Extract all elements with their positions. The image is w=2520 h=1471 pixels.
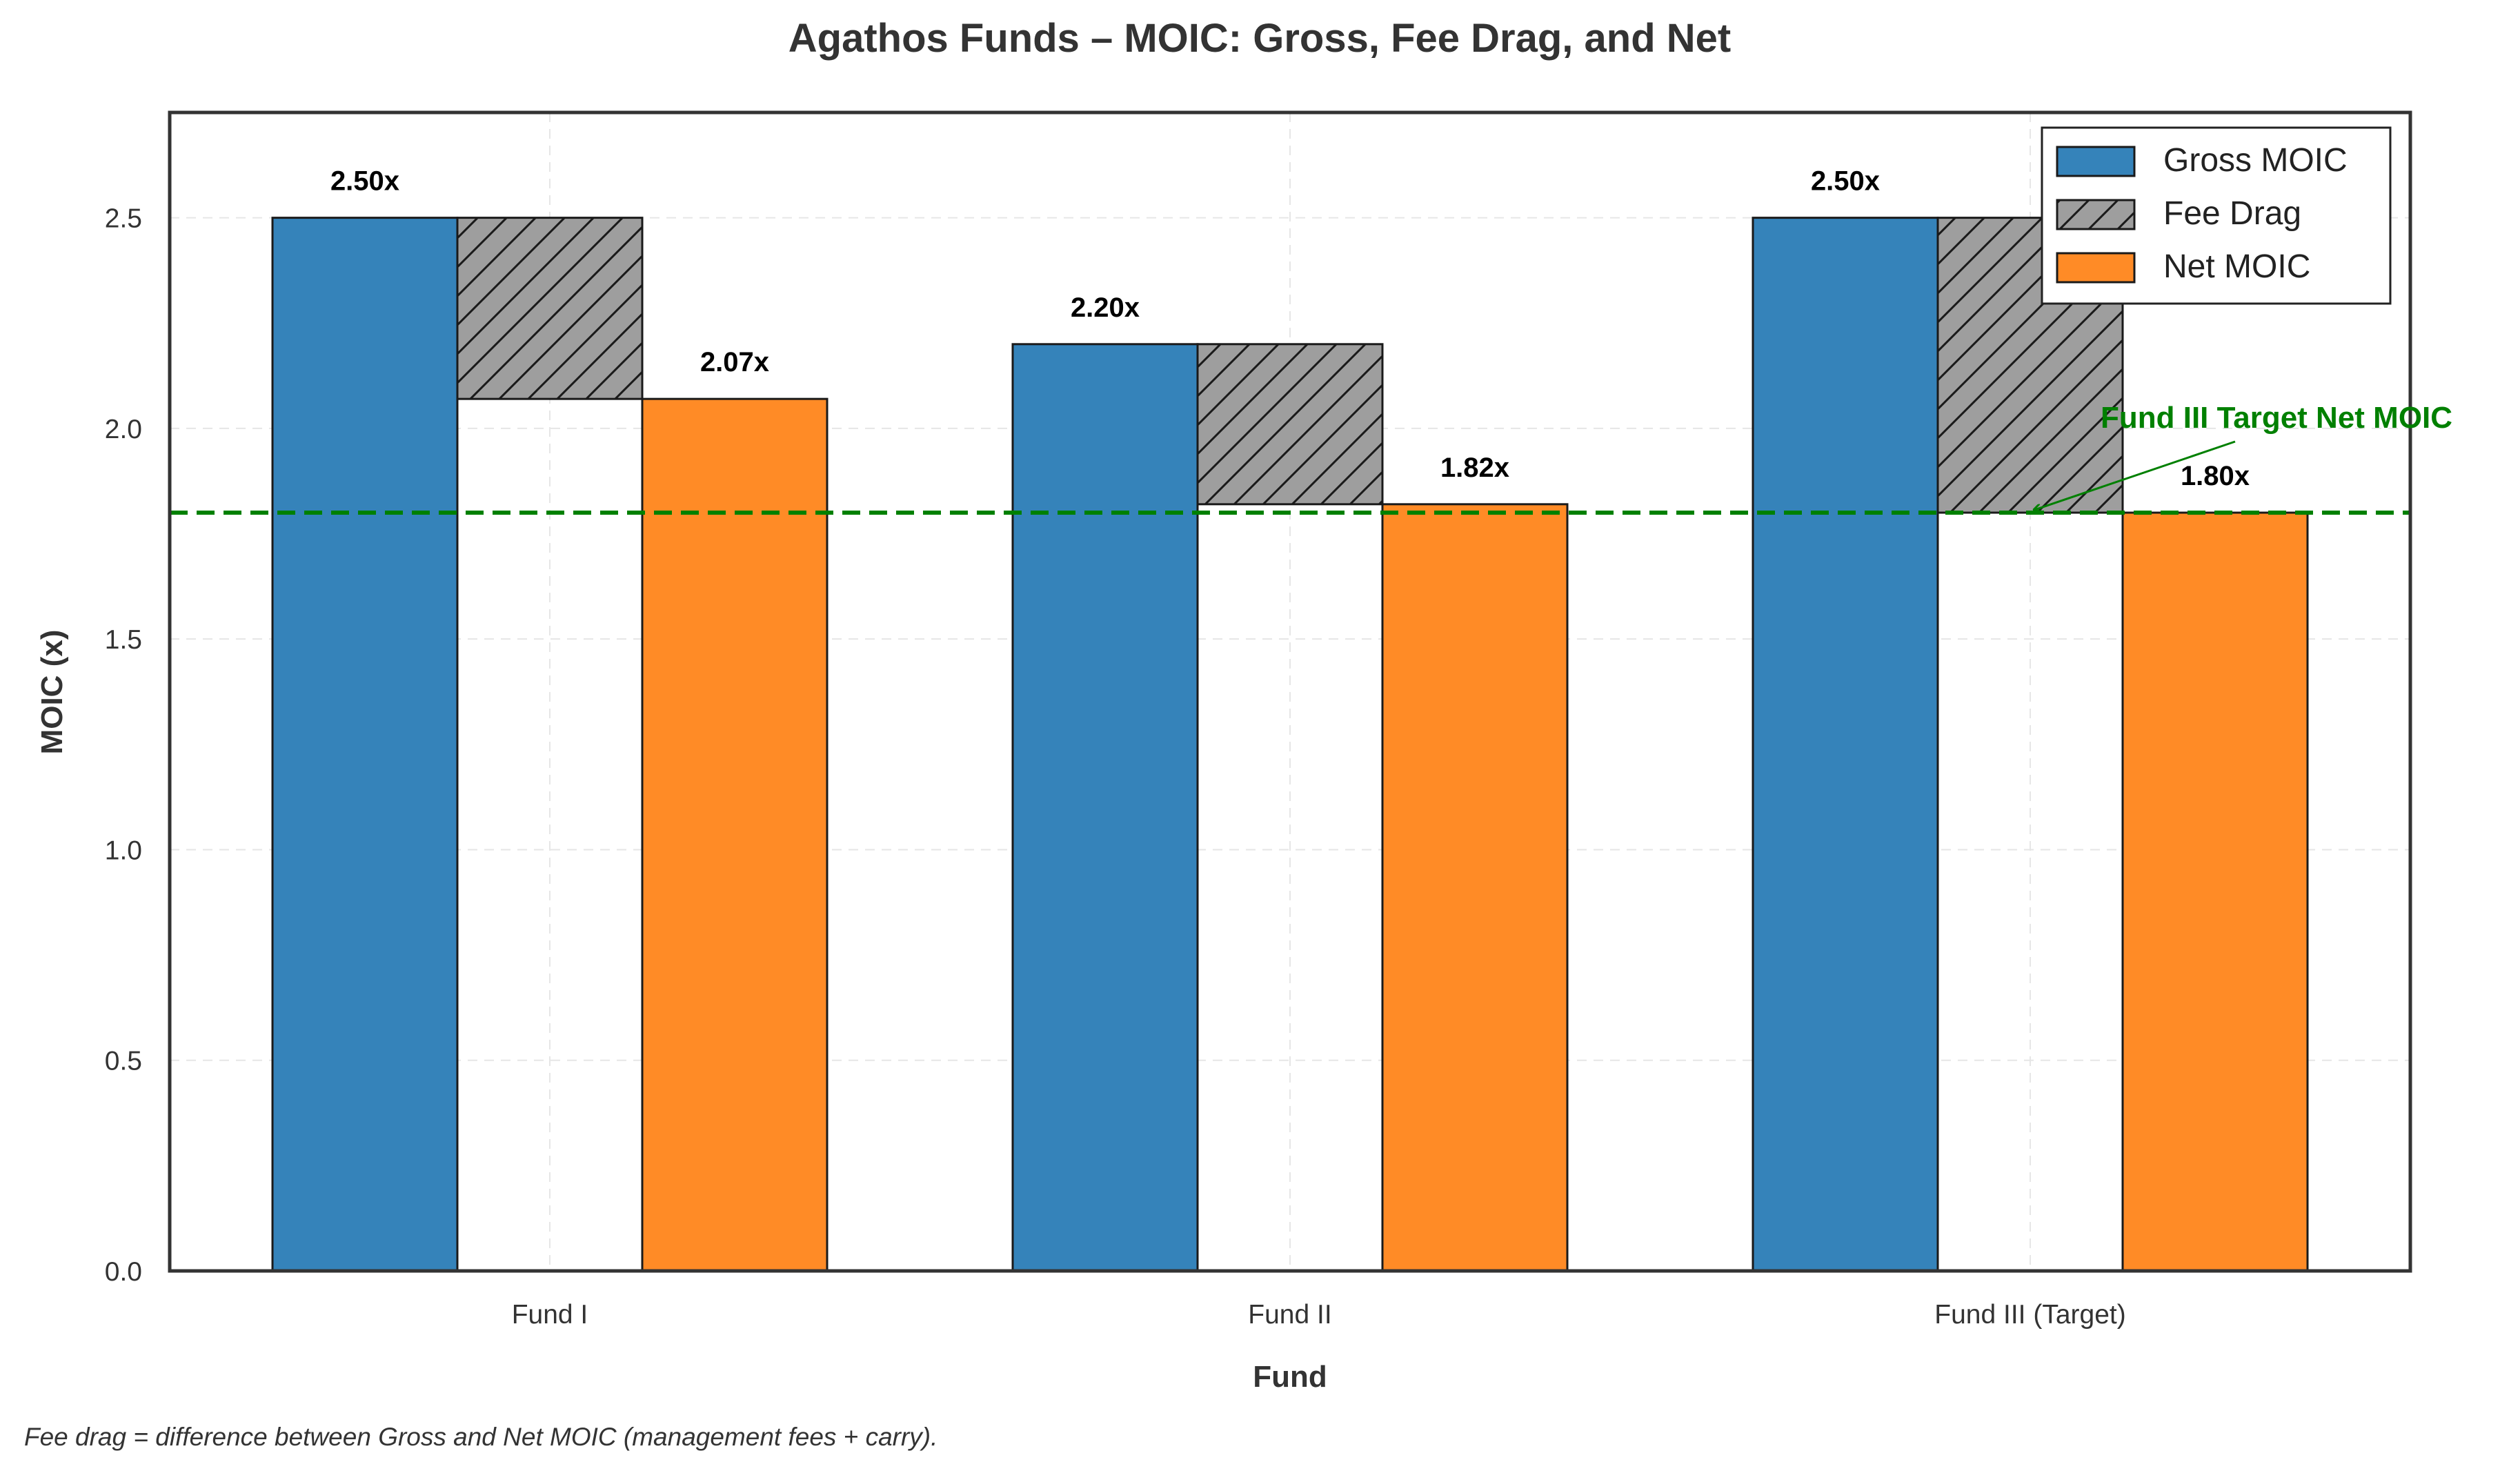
gross-value-label: 2.50x xyxy=(1811,166,1880,197)
y-tick-label: 0.0 xyxy=(105,1257,142,1287)
net-moic-bar xyxy=(2121,511,2309,1272)
fee-drag-bar xyxy=(456,217,644,400)
y-tick-label: 2.5 xyxy=(105,204,142,234)
legend-label-net: Net MOIC xyxy=(2163,248,2310,285)
x-tick-label: Fund I xyxy=(512,1300,588,1330)
gross-moic-bar xyxy=(1752,217,1939,1272)
y-tick-label: 1.5 xyxy=(105,625,142,655)
net-moic-bar xyxy=(1381,503,1569,1272)
target-annotation: Fund III Target Net MOIC xyxy=(2101,401,2452,435)
y-tick-label: 0.5 xyxy=(105,1047,142,1076)
y-tick-label: 1.0 xyxy=(105,836,142,865)
gross-moic-bar xyxy=(271,217,459,1272)
legend-swatch-fee xyxy=(2056,199,2136,230)
legend-swatch-net xyxy=(2056,252,2136,284)
net-value-label: 1.80x xyxy=(2181,461,2250,491)
y-tick-label: 2.0 xyxy=(105,415,142,444)
chart-title: Agathos Funds – MOIC: Gross, Fee Drag, a… xyxy=(788,16,1731,61)
legend-label-gross: Gross MOIC xyxy=(2163,142,2348,179)
footnote: Fee drag = difference between Gross and … xyxy=(24,1423,937,1451)
legend-label-fee: Fee Drag xyxy=(2163,195,2301,232)
gross-value-label: 2.50x xyxy=(330,166,399,197)
gross-moic-bar xyxy=(1011,343,1199,1272)
gross-value-label: 2.20x xyxy=(1071,293,1140,323)
x-tick-label: Fund II xyxy=(1248,1300,1331,1330)
fee-drag-bar xyxy=(1196,343,1384,506)
x-axis-label: Fund xyxy=(1253,1360,1327,1394)
x-axis-ticks: Fund I Fund II Fund III (Target) xyxy=(512,1300,2126,1330)
annotation-layer: Fund III Target Net MOIC xyxy=(2034,401,2452,510)
y-axis-ticks: 0.0 0.5 1.0 1.5 2.0 2.5 xyxy=(105,204,142,1287)
legend-swatch-gross xyxy=(2056,146,2136,177)
net-moic-bar xyxy=(641,397,829,1272)
data-labels: 2.50x 2.07x 2.20x 1.82x 2.50x 1.80x xyxy=(330,166,2250,491)
bars xyxy=(271,217,2309,1272)
plot-frame xyxy=(168,110,2412,1273)
y-axis-label: MOIC (x) xyxy=(35,630,69,755)
legend: Gross MOIC Fee Drag Net MOIC xyxy=(2041,126,2392,305)
annotation-arrow xyxy=(2034,440,2236,510)
x-tick-label: Fund III (Target) xyxy=(1934,1300,2125,1330)
net-value-label: 1.82x xyxy=(1440,453,1509,483)
net-value-label: 2.07x xyxy=(700,347,769,377)
